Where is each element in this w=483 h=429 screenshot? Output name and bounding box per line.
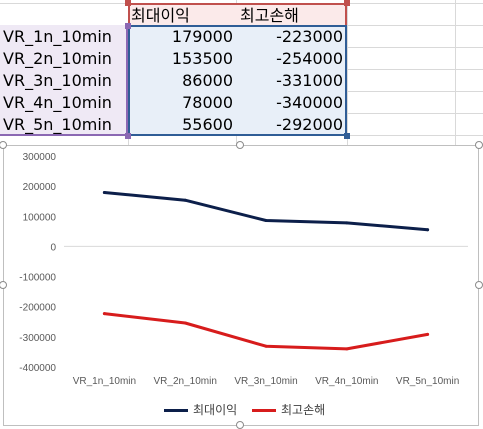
y-tick-label: -100000 [19, 273, 56, 284]
y-tick-label: 100000 [23, 212, 57, 223]
series-line-max-loss[interactable] [102, 312, 430, 351]
label-range-highlight [0, 25, 128, 136]
data-point[interactable] [426, 228, 430, 232]
column-divider [455, 0, 456, 145]
max-loss-cell[interactable]: -340000 [276, 93, 343, 112]
row-label-cell[interactable]: VR_3n_10min [3, 71, 112, 90]
series-line-max-profit[interactable] [102, 191, 430, 232]
legend-swatch-max-profit [164, 409, 188, 412]
chart-resize-handle[interactable] [475, 281, 483, 289]
legend-label-max-profit: 최대이익 [193, 403, 238, 417]
y-tick-label: 200000 [23, 182, 57, 193]
y-tick-label: -200000 [19, 303, 56, 314]
row-label-cell[interactable]: VR_4n_10min [3, 93, 112, 112]
data-point[interactable] [264, 219, 268, 222]
row-label-cell[interactable]: VR_2n_10min [3, 49, 112, 68]
range-handle[interactable] [125, 133, 131, 139]
data-point[interactable] [102, 312, 106, 316]
data-point[interactable] [345, 221, 349, 225]
chart-resize-handle[interactable] [236, 141, 244, 149]
data-point[interactable] [426, 332, 430, 336]
range-handle[interactable] [125, 23, 131, 29]
max-loss-cell[interactable]: -254000 [276, 49, 343, 68]
chart-resize-handle[interactable] [0, 281, 7, 289]
y-tick-label: 300000 [23, 152, 57, 163]
max-loss-cell[interactable]: -292000 [276, 115, 343, 134]
chart-legend[interactable]: 최대이익 최고손해 [4, 400, 480, 420]
max-profit-cell[interactable]: 55600 [182, 115, 233, 134]
chart-resize-handle[interactable] [0, 141, 7, 149]
row-label-cell[interactable]: VR_1n_10min [3, 27, 112, 46]
value-range-highlight [128, 25, 347, 136]
header-cell-max-profit[interactable]: 최대이익 [131, 6, 190, 25]
data-point[interactable] [183, 321, 187, 325]
range-handle[interactable] [344, 133, 350, 139]
y-tick-label: 0 [50, 242, 56, 253]
data-point[interactable] [345, 347, 349, 351]
max-loss-cell[interactable]: -223000 [276, 27, 343, 46]
data-point[interactable] [264, 344, 268, 348]
x-tick-label: VR_1n_10min [73, 376, 136, 387]
x-tick-label: VR_5n_10min [396, 376, 459, 387]
data-point[interactable] [102, 191, 106, 194]
max-loss-cell[interactable]: -331000 [276, 71, 343, 90]
chart-resize-handle[interactable] [475, 141, 483, 149]
legend-swatch-max-loss [252, 409, 276, 412]
column-divider [347, 0, 348, 145]
chart-plot-area: 300000 200000 100000 0 -100000 -200000 -300000… [19, 152, 468, 387]
y-tick-label: -300000 [19, 333, 56, 344]
x-tick-label: VR_3n_10min [234, 376, 297, 387]
line-chart[interactable]: 300000 200000 100000 0 -100000 -200000 -300000… [3, 145, 479, 426]
data-point[interactable] [183, 198, 187, 202]
row-label-cell[interactable]: VR_5n_10min [3, 115, 112, 134]
header-cell-max-loss[interactable]: 최고손해 [240, 6, 299, 25]
y-tick-label: -400000 [19, 363, 56, 374]
header-range-highlight [128, 3, 347, 27]
spreadsheet-grid[interactable]: 최대이익 최고손해 VR_1n_10min 179000 -223000 VR_… [0, 0, 483, 145]
max-profit-cell[interactable]: 179000 [171, 27, 233, 46]
legend-label-max-loss: 최고손해 [281, 403, 326, 417]
max-profit-cell[interactable]: 153500 [171, 49, 233, 68]
max-profit-cell[interactable]: 86000 [182, 71, 233, 90]
range-handle[interactable] [344, 0, 350, 6]
x-tick-label: VR_2n_10min [154, 376, 217, 387]
x-tick-label: VR_4n_10min [315, 376, 378, 387]
range-handle[interactable] [125, 0, 131, 6]
max-profit-cell[interactable]: 78000 [182, 93, 233, 112]
